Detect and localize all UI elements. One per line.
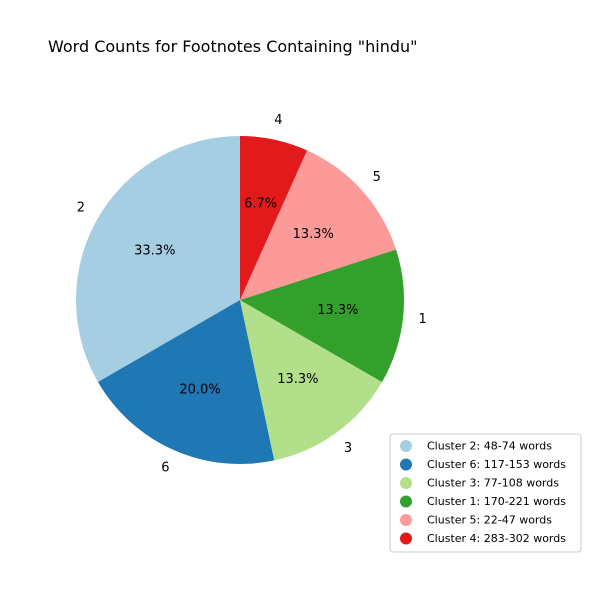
pie-slice-3	[240, 300, 383, 461]
pie-slice-5	[240, 150, 397, 300]
pie-slice-1	[240, 249, 404, 382]
legend-marker-2	[400, 440, 412, 452]
pie-slice-6	[97, 300, 275, 464]
pct-label-2: 33.3%	[134, 243, 175, 258]
pct-label-5: 13.3%	[293, 227, 334, 242]
legend-marker-3	[400, 477, 412, 489]
pie-slices	[76, 136, 404, 464]
legend-marker-6	[400, 458, 412, 471]
legend-entry-4: Cluster 4: 283-302 words	[427, 532, 566, 545]
legend: Cluster 2: 48-74 words Cluster 6: 117-153…	[389, 433, 582, 553]
pie-slice-2	[76, 136, 241, 382]
slice-label-4: 4	[274, 113, 282, 128]
legend-entry-6: Cluster 6: 117-153 words	[427, 458, 566, 471]
legend-entry-3: Cluster 3: 77-108 words	[427, 477, 559, 490]
slice-label-2: 2	[77, 201, 85, 216]
legend-marker-4	[400, 532, 412, 545]
legend-marker-1	[400, 495, 412, 508]
pct-label-4: 6.7%	[244, 196, 277, 211]
pie-labels: 33.3% 2 20.0% 6 13.3% 3 13.3% 1 13.3% 5 6.7% 4	[77, 113, 427, 475]
pct-label-1: 13.3%	[317, 303, 358, 318]
pie-slice-4	[240, 136, 308, 300]
pct-label-6: 20.0%	[179, 382, 220, 397]
legend-box	[389, 433, 582, 553]
slice-label-1: 1	[419, 312, 427, 327]
legend-entry-5: Cluster 5: 22-47 words	[427, 514, 552, 527]
slice-label-5: 5	[373, 170, 381, 185]
legend-entry-2: Cluster 2: 48-74 words	[427, 440, 552, 453]
pct-label-3: 13.3%	[277, 372, 318, 387]
legend-marker-5	[400, 514, 412, 526]
chart-title: Word Counts for Footnotes Containing "hi…	[48, 37, 418, 56]
slice-label-3: 3	[344, 441, 352, 456]
legend-entry-1: Cluster 1: 170-221 words	[427, 495, 566, 508]
slice-label-6: 6	[161, 460, 169, 475]
